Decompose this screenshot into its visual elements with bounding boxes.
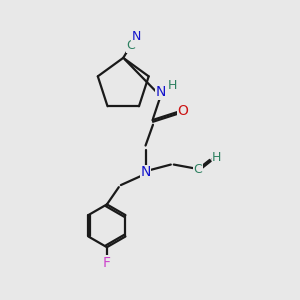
Text: O: O xyxy=(177,104,188,118)
Text: N: N xyxy=(155,85,166,99)
Text: F: F xyxy=(103,256,111,270)
Text: C: C xyxy=(193,163,202,176)
Text: N: N xyxy=(140,165,151,179)
Text: H: H xyxy=(168,79,178,92)
Text: N: N xyxy=(131,30,141,43)
Text: C: C xyxy=(126,39,135,52)
Text: H: H xyxy=(212,151,222,164)
